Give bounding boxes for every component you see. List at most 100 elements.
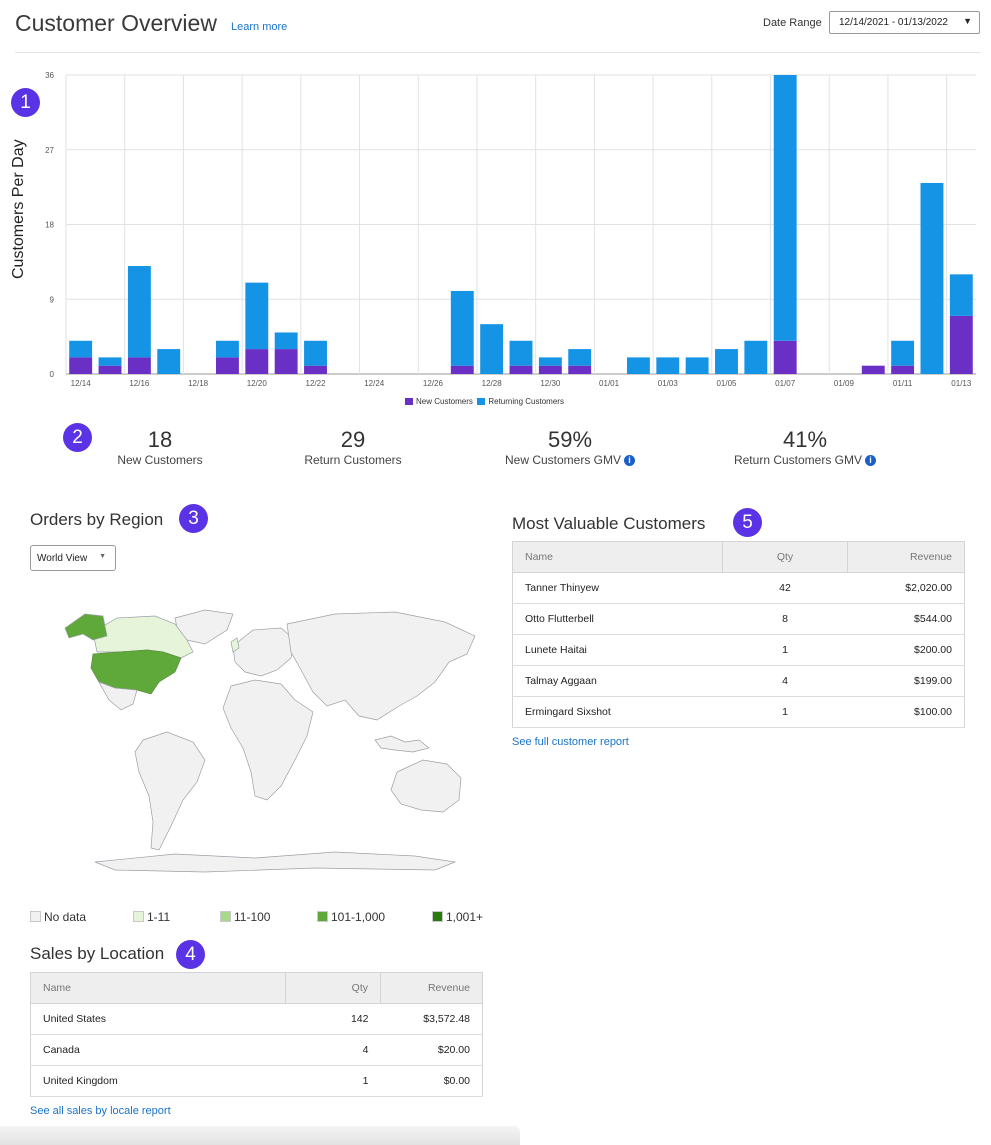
bar-returning-12-28[interactable] (480, 324, 504, 374)
cell-revenue: $2,020.00 (847, 572, 965, 604)
map-europe[interactable] (232, 627, 296, 677)
x-tick-label: 01/01 (599, 379, 620, 388)
most-valuable-customers-title: Most Valuable Customers (512, 514, 706, 533)
legend-swatch (220, 911, 231, 922)
table-row[interactable]: United States 142 $3,572.48 (30, 1003, 483, 1035)
bar-returning-12-31[interactable] (568, 349, 592, 366)
table-row[interactable]: Otto Flutterbell 8 $544.00 (512, 603, 965, 635)
map-asia[interactable] (286, 611, 476, 721)
x-tick-label: 01/09 (834, 379, 855, 388)
date-range-select[interactable]: 12/14/2021 - 01/13/2022 ▼ (829, 11, 980, 34)
column-header-name[interactable]: Name (30, 972, 286, 1004)
bar-returning-01-06[interactable] (744, 340, 768, 374)
legend-label-new: New Customers (416, 397, 473, 406)
bar-returning-12-30[interactable] (538, 357, 562, 366)
bar-returning-12-21[interactable] (274, 332, 298, 350)
bar-returning-12-17[interactable] (157, 349, 181, 374)
bar-new-12-21[interactable] (274, 349, 298, 374)
bar-returning-12-20[interactable] (245, 282, 269, 350)
bar-returning-01-12[interactable] (920, 182, 944, 374)
legend-swatch (317, 911, 328, 922)
cell-qty: 1 (285, 1065, 381, 1097)
bar-returning-12-15[interactable] (98, 357, 122, 366)
info-icon[interactable]: i (865, 455, 877, 467)
x-tick-label: 12/22 (306, 379, 327, 388)
bar-returning-12-27[interactable] (450, 290, 474, 366)
bar-new-12-20[interactable] (245, 349, 269, 374)
stat-value: 29 (340, 427, 366, 452)
legend-no-data: No data (30, 910, 86, 924)
full-customer-report-link[interactable]: See full customer report (512, 736, 629, 748)
cell-qty: 8 (722, 603, 848, 635)
bar-returning-01-05[interactable] (715, 349, 738, 374)
bar-returning-12-14[interactable] (69, 340, 93, 358)
bar-new-01-11[interactable] (891, 365, 915, 374)
bar-returning-12-19[interactable] (216, 340, 239, 358)
stat-label: Return Customers (304, 453, 402, 467)
cell-revenue: $0.00 (380, 1065, 483, 1097)
y-tick-label: 9 (50, 295, 55, 304)
x-tick-label: 01/03 (658, 379, 679, 388)
table-row[interactable]: Canada 4 $20.00 (30, 1034, 483, 1066)
learn-more-link[interactable]: Learn more (231, 21, 288, 33)
bar-new-01-10[interactable] (861, 365, 885, 374)
bar-new-12-27[interactable] (450, 365, 474, 374)
bar-returning-12-29[interactable] (509, 340, 533, 366)
bar-returning-12-22[interactable] (304, 340, 327, 366)
bar-returning-01-11[interactable] (891, 340, 915, 366)
table-row[interactable]: Talmay Aggaan 4 $199.00 (512, 665, 965, 697)
table-row[interactable]: Lunete Haitai 1 $200.00 (512, 634, 965, 666)
x-tick-label: 12/26 (423, 379, 444, 388)
table-row[interactable]: Ermingard Sixshot 1 $100.00 (512, 696, 965, 728)
x-tick-label: 01/13 (951, 379, 972, 388)
cell-name: United States (30, 1003, 286, 1035)
column-header-qty[interactable]: Qty (285, 972, 381, 1004)
bar-returning-01-02[interactable] (626, 357, 650, 374)
legend-item-new[interactable]: New Customers (405, 397, 473, 406)
bar-new-12-19[interactable] (216, 357, 239, 374)
sales-by-locale-report-link[interactable]: See all sales by locale report (30, 1105, 171, 1117)
customers-per-day-chart: 0 9 18 27 36 12/14 12/16 12/18 12/20 12/22 12/24 12… (45, 71, 976, 388)
bar-returning-01-13[interactable] (949, 274, 973, 316)
map-antarctica[interactable] (94, 851, 457, 873)
map-alaska[interactable] (64, 613, 108, 641)
stat-label: New Customers GMV (504, 453, 622, 467)
chevron-down-icon: ▼ (99, 553, 106, 560)
bar-new-12-16[interactable] (127, 357, 151, 374)
world-map[interactable] (55, 600, 485, 880)
map-indonesia[interactable] (374, 735, 430, 753)
bar-new-12-22[interactable] (304, 365, 327, 374)
bar-new-12-30[interactable] (538, 365, 562, 374)
stat-new-customers: 18 New Customers (100, 427, 220, 467)
sales-by-location-title: Sales by Location (30, 944, 165, 963)
map-mexico[interactable] (98, 681, 138, 711)
table-row[interactable]: United Kingdom 1 $0.00 (30, 1065, 483, 1097)
column-header-qty[interactable]: Qty (722, 541, 848, 573)
x-tick-label: 01/05 (716, 379, 737, 388)
bar-returning-12-16[interactable] (127, 266, 151, 358)
legend-item-returning[interactable]: Returning Customers (477, 397, 564, 406)
map-south-america[interactable] (134, 731, 206, 851)
bar-new-12-15[interactable] (98, 365, 122, 374)
bar-new-01-13[interactable] (949, 315, 973, 374)
bar-new-12-31[interactable] (568, 365, 592, 374)
map-africa[interactable] (222, 679, 314, 801)
info-icon[interactable]: i (624, 455, 636, 467)
table-row[interactable]: Tanner Thinyew 42 $2,020.00 (512, 572, 965, 604)
column-header-name[interactable]: Name (512, 541, 723, 573)
bar-new-12-14[interactable] (69, 357, 93, 374)
bar-new-12-29[interactable] (509, 365, 533, 374)
map-united-kingdom[interactable] (230, 637, 240, 653)
map-australia[interactable] (390, 759, 462, 813)
bar-returning-01-03[interactable] (656, 357, 680, 374)
legend-label-returning: Returning Customers (488, 397, 564, 406)
orders-by-region-title: Orders by Region (30, 510, 164, 529)
column-header-revenue[interactable]: Revenue (847, 541, 965, 573)
region-view-select[interactable]: World View ▼ (30, 545, 116, 571)
bar-returning-01-04[interactable] (685, 357, 709, 374)
column-header-revenue[interactable]: Revenue (380, 972, 483, 1004)
bar-new-01-07[interactable] (773, 340, 797, 374)
bar-returning-01-07[interactable] (773, 75, 797, 341)
legend-swatch-returning (477, 398, 486, 405)
x-tick-label: 12/28 (482, 379, 503, 388)
